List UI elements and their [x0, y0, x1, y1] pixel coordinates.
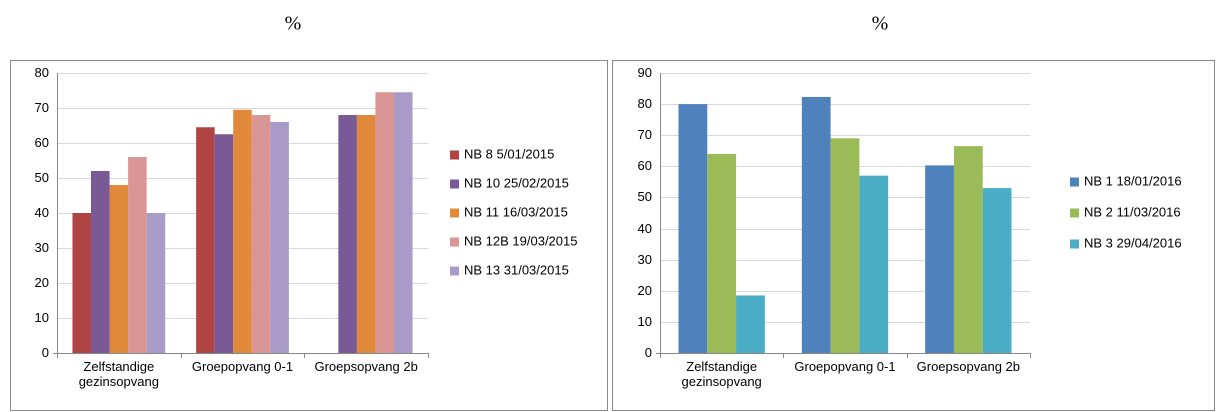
y-tick-label: 0	[42, 345, 49, 360]
x-label-box: Groepopvang 0-1	[191, 359, 294, 374]
bar	[233, 109, 252, 353]
y-tick-label: 60	[638, 158, 652, 173]
bar	[707, 153, 737, 353]
legend-swatch	[1070, 177, 1079, 187]
chart-title: %	[872, 13, 889, 35]
bar	[801, 96, 831, 353]
legend-swatch	[450, 266, 459, 276]
legend-swatch	[450, 179, 459, 189]
x-tick-label: Groepopvang 0-1	[794, 359, 896, 374]
y-tick-label: 70	[638, 127, 652, 142]
legend-label: NB 10 25/02/2015	[464, 175, 569, 190]
legend-label: NB 3 29/04/2016	[1084, 235, 1182, 250]
x-tick-label: Groepopvang 0-1	[191, 359, 294, 374]
x-label-box: Zelfstandige gezinsopvang	[78, 359, 159, 389]
bar	[925, 165, 954, 353]
x-label-box: Groepsopvang 2b	[314, 359, 418, 374]
bar	[109, 185, 129, 353]
y-tick-label: 60	[35, 135, 49, 150]
legend-swatch	[450, 208, 459, 218]
legend-swatch	[1070, 208, 1079, 218]
chart-frame	[612, 60, 1215, 411]
bar	[859, 175, 889, 353]
x-label-box: Groepsopvang 2b	[916, 359, 1020, 374]
x-label-box: Zelfstandige gezinsopvang	[681, 359, 762, 389]
bar	[146, 213, 166, 353]
legend-swatch	[450, 237, 459, 247]
x-label-box: Groepopvang 0-1	[794, 359, 896, 374]
legend-label: NB 2 11/03/2016	[1084, 204, 1181, 219]
bar	[91, 171, 110, 353]
bar	[356, 115, 376, 353]
y-tick-label: 90	[638, 65, 652, 80]
bar	[338, 115, 357, 353]
bar	[214, 134, 234, 353]
y-tick-label: 80	[638, 96, 652, 111]
x-tick-label: Zelfstandige gezinsopvang	[78, 359, 159, 389]
legend-swatch	[450, 150, 459, 160]
legend-label: NB 11 16/03/2015	[464, 204, 568, 219]
bar	[270, 122, 289, 353]
y-tick-label: 30	[638, 252, 652, 267]
legend-label: NB 1 18/01/2016	[1084, 173, 1182, 188]
y-tick-label: 40	[638, 221, 652, 236]
y-tick-label: 80	[35, 65, 49, 80]
bar	[375, 92, 394, 353]
bar	[393, 92, 413, 353]
bar	[128, 157, 147, 353]
y-tick-label: 70	[35, 100, 49, 115]
bar	[678, 104, 708, 353]
bar	[953, 146, 983, 353]
legend-label: NB 8 5/01/2015	[464, 146, 554, 161]
bar	[830, 138, 860, 353]
y-tick-label: 10	[638, 314, 652, 329]
legend-swatch	[1070, 239, 1079, 249]
bar	[736, 295, 765, 353]
bar	[251, 115, 271, 353]
bar	[982, 188, 1012, 353]
chart-title: %	[285, 13, 302, 35]
bar	[196, 127, 215, 353]
y-tick-label: 20	[638, 283, 652, 298]
y-tick-label: 10	[35, 310, 49, 325]
x-tick-label: Zelfstandige gezinsopvang	[681, 359, 762, 389]
y-tick-label: 40	[35, 205, 49, 220]
bar	[72, 213, 92, 353]
y-tick-label: 0	[645, 345, 652, 360]
x-tick-label: Groepsopvang 2b	[314, 359, 418, 374]
y-tick-label: 20	[35, 275, 49, 290]
chart-frame	[10, 60, 608, 411]
y-tick-label: 30	[35, 240, 49, 255]
y-tick-label: 50	[35, 170, 49, 185]
legend-label: NB 13 31/03/2015	[464, 262, 569, 277]
x-tick-label: Groepsopvang 2b	[916, 359, 1020, 374]
y-tick-label: 50	[638, 189, 652, 204]
legend-label: NB 12B 19/03/2015	[464, 233, 577, 248]
